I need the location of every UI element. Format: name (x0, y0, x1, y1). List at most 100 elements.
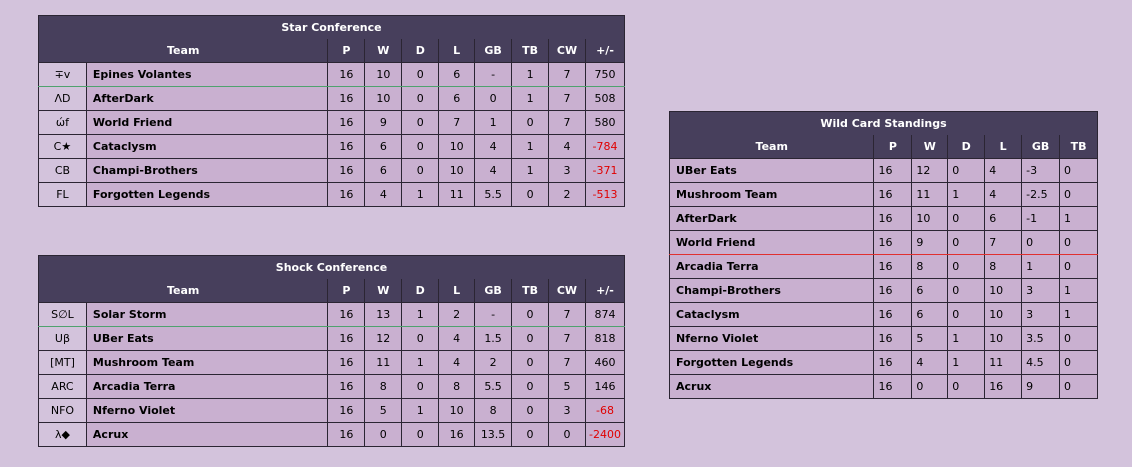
cell-p: 16 (327, 326, 366, 351)
cell-w: 4 (911, 350, 949, 375)
team-name: Solar Storm (85, 302, 329, 327)
cell-p: 16 (327, 182, 366, 207)
cell-d: 1 (947, 326, 986, 351)
table-row: Arcadia Terra 16 8 0 8 1 0 (668, 254, 1098, 279)
cell-tb: 0 (1059, 182, 1098, 207)
header-p: P (327, 39, 366, 63)
cell-plus-minus: 750 (584, 62, 626, 87)
cell-p: 16 (873, 374, 913, 399)
cell-d: 0 (947, 254, 986, 279)
cell-tb: 0 (511, 398, 549, 423)
team-name: Mushroom Team (85, 350, 329, 375)
cell-l: 16 (438, 422, 476, 447)
header-d: D (401, 39, 440, 63)
cell-p: 16 (873, 326, 913, 351)
cell-d: 0 (947, 158, 986, 183)
team-abbr: ∓v (38, 62, 87, 87)
team-abbr: ARC (38, 374, 87, 399)
cell-p: 16 (327, 110, 366, 135)
team-name: Nferno Violet (85, 398, 329, 423)
cell-l: 6 (438, 62, 476, 87)
cell-d: 0 (401, 326, 440, 351)
cell-p: 16 (873, 230, 913, 255)
cell-w: 6 (364, 134, 403, 159)
cell-w: 10 (364, 86, 403, 111)
header-p: P (327, 279, 366, 303)
cell-plus-minus: -68 (584, 398, 626, 423)
team-abbr: Uβ (38, 326, 87, 351)
header-gb: GB (474, 279, 513, 303)
cell-d: 0 (401, 158, 440, 183)
cell-cw: 7 (547, 350, 586, 375)
header-plus-minus: +/- (584, 39, 626, 63)
shock-conference-title: Shock Conference (38, 255, 625, 279)
cell-p: 16 (327, 302, 366, 327)
header-gb: GB (474, 39, 513, 63)
team-name: Cataclysm (85, 134, 329, 159)
table-row: Uβ UBer Eats 16 12 0 4 1.5 0 7 818 (38, 326, 626, 351)
cell-p: 16 (327, 134, 366, 159)
table-row: ΛD AfterDark 16 10 0 6 0 1 7 508 (38, 86, 626, 111)
cell-gb: 3 (1021, 278, 1061, 303)
table-row: ώf World Friend 16 9 0 7 1 0 7 580 (38, 110, 626, 135)
wild-card-standings-table: Wild Card Standings Team P W D L GB TB U… (668, 111, 1098, 399)
header-team: Team (668, 135, 875, 159)
header-plus-minus: +/- (584, 279, 626, 303)
cell-w: 5 (911, 326, 949, 351)
cell-gb: 4.5 (1021, 350, 1061, 375)
cell-p: 16 (327, 86, 366, 111)
table-row: NFO Nferno Violet 16 5 1 10 8 0 3 -68 (38, 398, 626, 423)
cell-gb: 8 (474, 398, 513, 423)
cell-l: 8 (984, 254, 1023, 279)
header-tb: TB (511, 39, 550, 63)
header-w: W (364, 279, 403, 303)
header-l: L (438, 279, 476, 303)
cell-tb: 1 (511, 62, 550, 87)
team-name: Arcadia Terra (85, 374, 329, 399)
cell-gb: 0 (1021, 230, 1061, 255)
header-l: L (438, 39, 476, 63)
team-name: Mushroom Team (668, 182, 875, 207)
cell-cw: 7 (548, 62, 586, 87)
cell-tb: 0 (511, 302, 549, 327)
cell-l: 7 (438, 110, 476, 135)
team-name: Acrux (85, 422, 329, 447)
cell-cw: 3 (547, 398, 586, 423)
cell-d: 1 (947, 182, 986, 207)
cell-l: 10 (984, 326, 1023, 351)
cell-w: 9 (364, 110, 403, 135)
cell-plus-minus: -513 (584, 182, 626, 207)
cell-l: 10 (438, 398, 476, 423)
team-name: Forgotten Legends (85, 182, 329, 207)
team-name: Forgotten Legends (668, 350, 875, 375)
cell-w: 8 (364, 374, 403, 399)
header-tb: TB (511, 279, 549, 303)
team-name: Champi-Brothers (668, 278, 875, 303)
cell-tb: 0 (1059, 158, 1098, 183)
cell-gb: - (474, 302, 513, 327)
cell-p: 16 (327, 62, 366, 87)
wild-card-title: Wild Card Standings (669, 111, 1098, 135)
cell-p: 16 (873, 302, 913, 327)
cell-gb: - (474, 62, 513, 87)
cell-gb: 5.5 (474, 182, 513, 207)
cell-tb: 1 (1059, 278, 1098, 303)
shock-conference-table: Shock Conference Team P W D L GB TB CW +… (37, 255, 626, 447)
header-d: D (947, 135, 986, 159)
table-row: ARC Arcadia Terra 16 8 0 8 5.5 0 5 146 (38, 374, 626, 399)
cell-w: 4 (364, 182, 403, 207)
team-abbr: [MT] (38, 350, 87, 375)
table-row: ∓v Epines Volantes 16 10 0 6 - 1 7 750 (38, 62, 626, 87)
header-l: L (984, 135, 1023, 159)
team-name: Cataclysm (668, 302, 875, 327)
cell-p: 16 (873, 182, 913, 207)
team-name: Acrux (668, 374, 875, 399)
team-name: World Friend (85, 110, 329, 135)
cell-l: 4 (984, 182, 1023, 207)
cell-d: 1 (401, 182, 440, 207)
team-abbr: CB (38, 158, 87, 183)
cell-cw: 2 (548, 182, 586, 207)
cell-cw: 5 (547, 374, 586, 399)
cell-gb: 13.5 (474, 422, 513, 447)
cell-l: 4 (438, 350, 476, 375)
